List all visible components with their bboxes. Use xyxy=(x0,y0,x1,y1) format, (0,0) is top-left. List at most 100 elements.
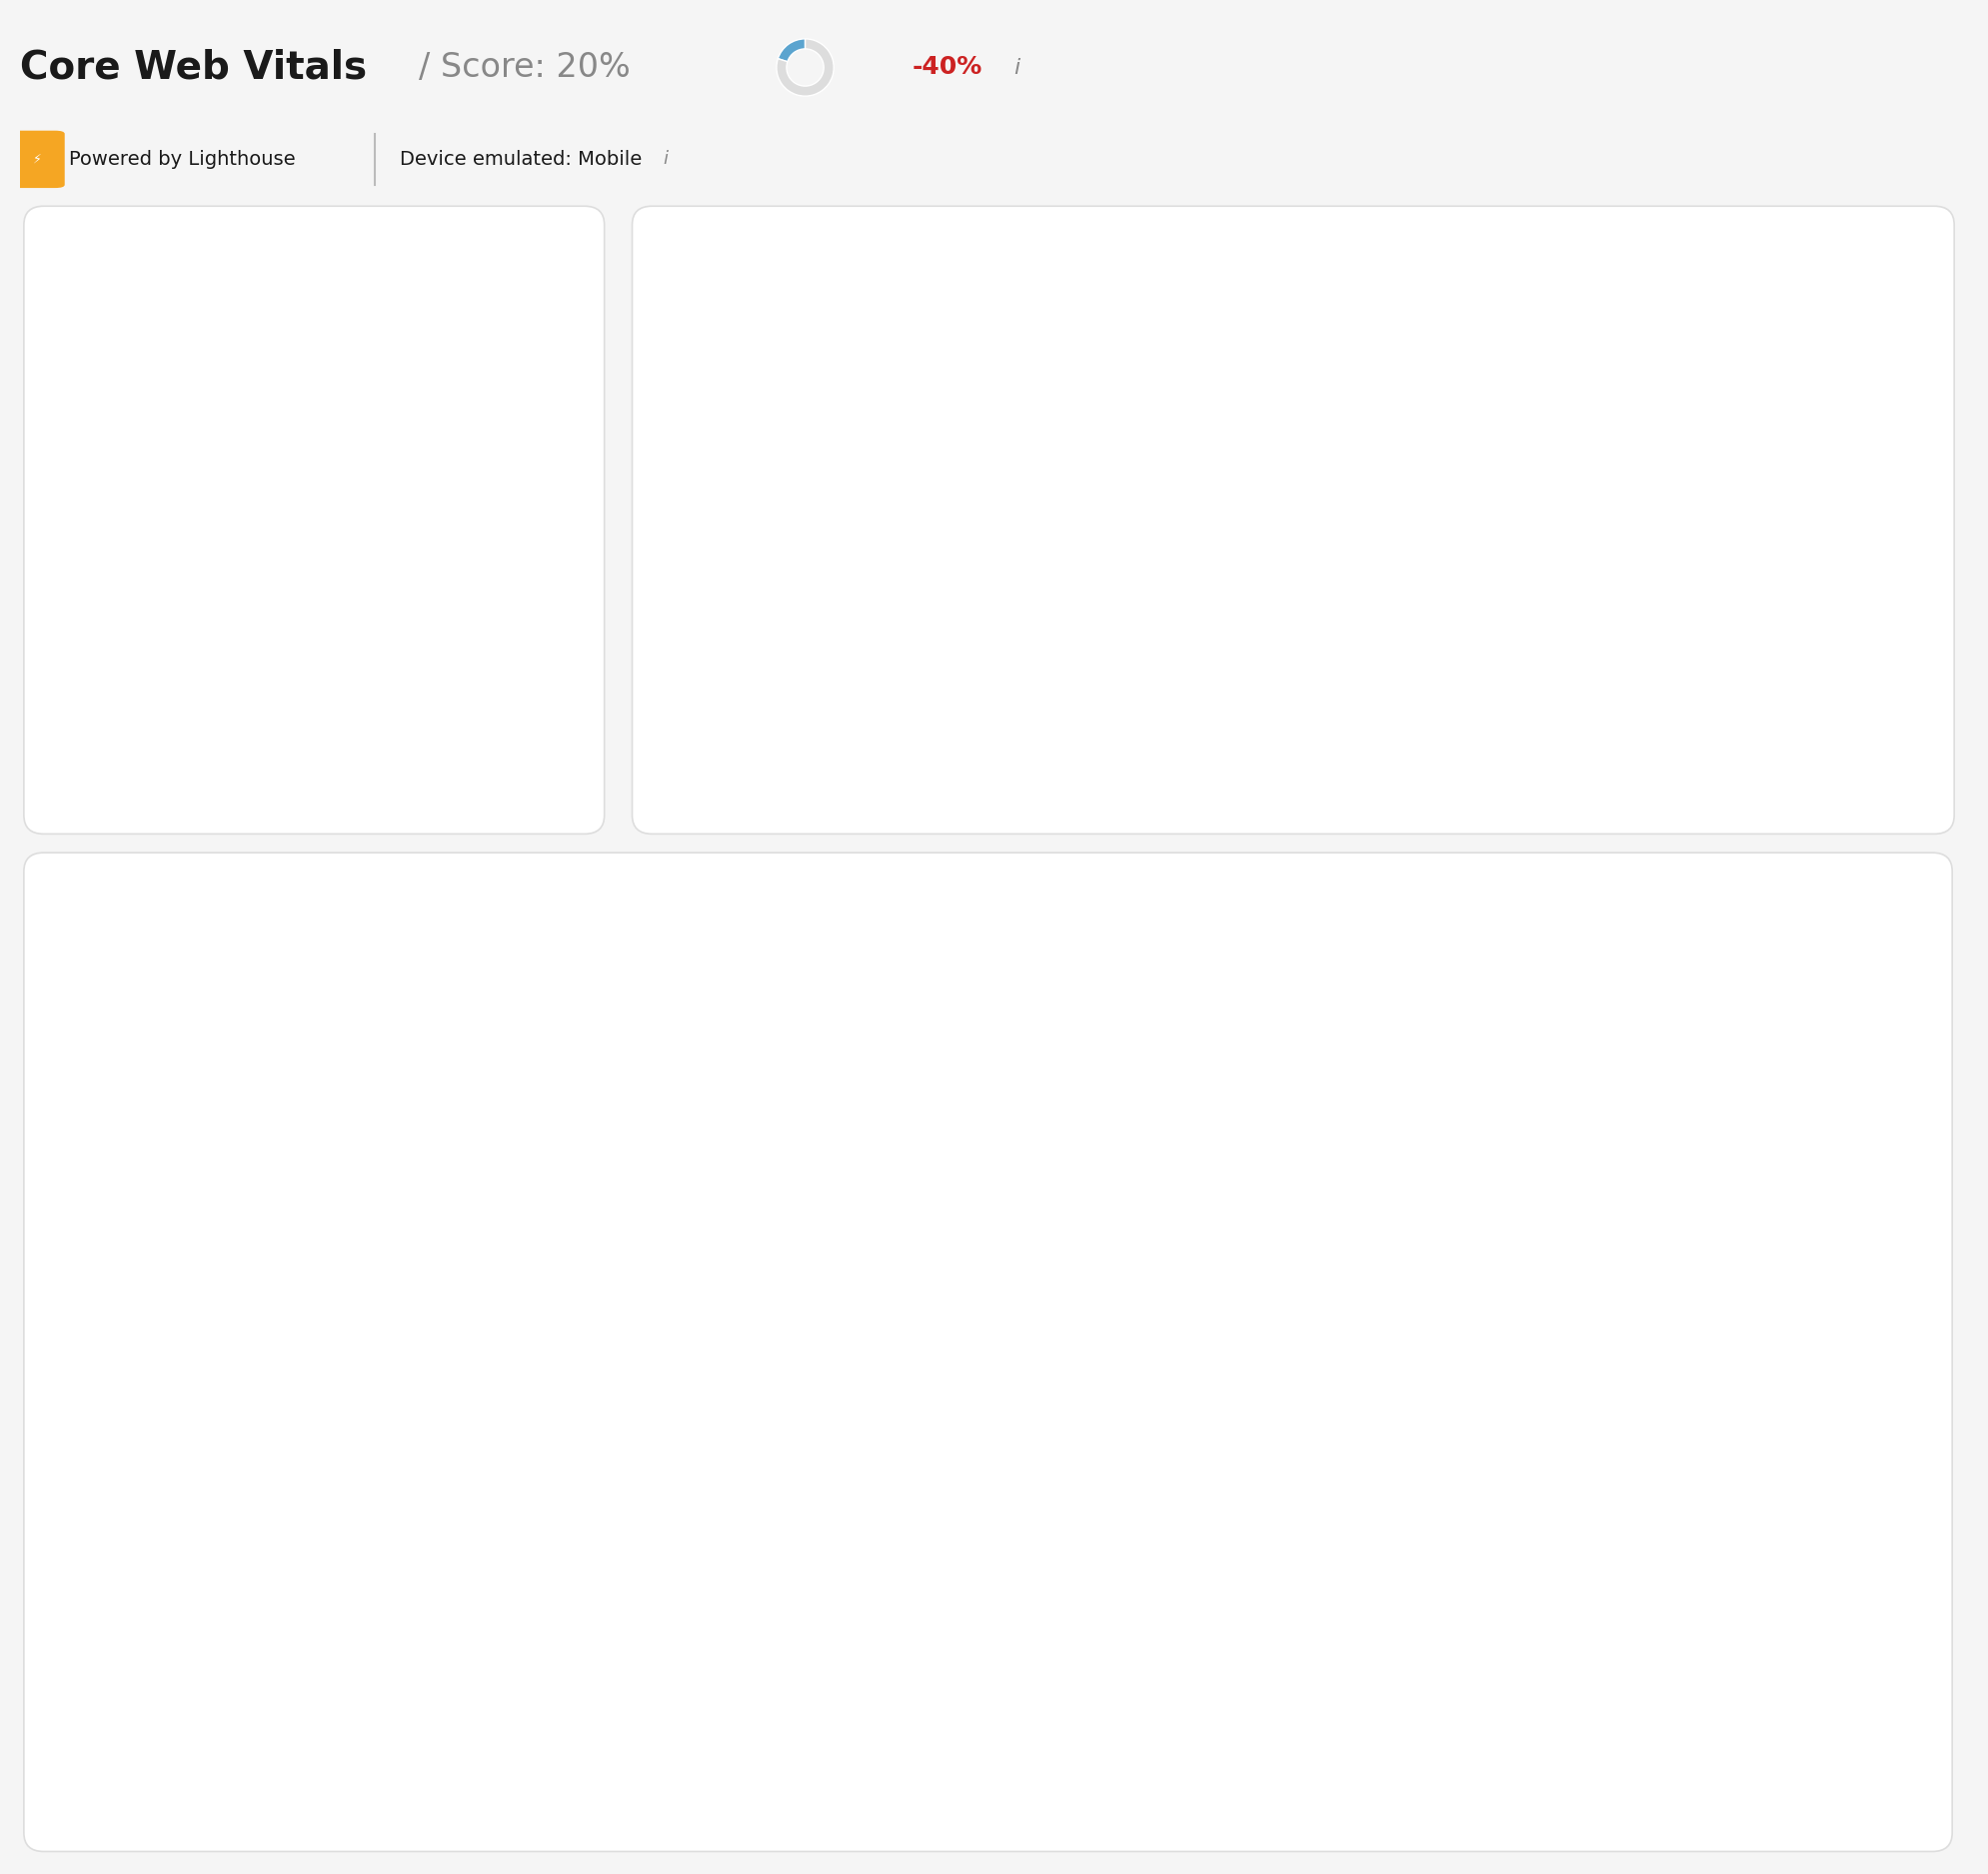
Text: n/a: n/a xyxy=(1229,313,1254,332)
Text: 0: 0 xyxy=(1889,1141,1903,1160)
Bar xyxy=(1312,680,1342,729)
Wedge shape xyxy=(1388,1031,1586,1231)
Text: To Improve: To Improve xyxy=(859,313,950,332)
Bar xyxy=(1421,729,1451,802)
Bar xyxy=(984,508,1014,692)
Text: i: i xyxy=(388,245,394,264)
Text: Poor: Poor xyxy=(1076,313,1111,332)
Text: i: i xyxy=(1014,58,1020,77)
Circle shape xyxy=(30,802,87,823)
Bar xyxy=(1604,656,1632,729)
Text: Largest Contentful Paint (LCP): Largest Contentful Paint (LCP) xyxy=(56,963,364,982)
Bar xyxy=(730,765,757,802)
Bar xyxy=(1058,692,1085,729)
Bar xyxy=(1058,729,1085,802)
Bar xyxy=(1714,581,1741,656)
Bar xyxy=(1093,740,1123,802)
Circle shape xyxy=(1606,1136,1646,1166)
Bar xyxy=(1167,729,1195,765)
Bar xyxy=(1640,656,1670,729)
Text: 1: 1 xyxy=(1254,1141,1266,1160)
Text: Top Improvements: Top Improvements xyxy=(718,1280,893,1299)
Text: -40%: -40% xyxy=(912,56,982,79)
Circle shape xyxy=(241,369,406,534)
Text: -2: -2 xyxy=(362,654,378,671)
Bar xyxy=(1167,656,1195,729)
Bar xyxy=(1495,656,1523,729)
Text: Device emulated: Mobile: Device emulated: Mobile xyxy=(400,150,642,169)
Text: 3: 3 xyxy=(1260,1400,1270,1415)
Bar xyxy=(839,692,867,765)
Text: To Improve: To Improve xyxy=(91,703,191,720)
Circle shape xyxy=(1115,319,1294,326)
Text: i: i xyxy=(1877,963,1881,982)
Wedge shape xyxy=(324,311,457,427)
Bar xyxy=(1276,692,1304,729)
Bar xyxy=(1567,729,1596,802)
Text: 2: 2 xyxy=(1254,1085,1266,1102)
Bar xyxy=(1276,729,1304,802)
Text: A breakdown of pages by their status for each of the Core Web Vitals metrics, pl: A breakdown of pages by their status for… xyxy=(56,915,891,933)
Wedge shape xyxy=(777,39,833,96)
Text: Pages: Pages xyxy=(300,472,346,487)
Bar xyxy=(1203,753,1233,802)
Bar xyxy=(1457,656,1487,729)
Bar xyxy=(1859,618,1889,656)
Bar xyxy=(984,729,1014,802)
Bar xyxy=(1022,508,1050,692)
Text: Avoid chaining critical requests: Avoid chaining critical requests xyxy=(68,1505,318,1520)
Bar xyxy=(1241,705,1268,740)
Circle shape xyxy=(30,750,87,770)
Bar xyxy=(1348,729,1378,802)
Bar xyxy=(1421,656,1451,729)
Bar xyxy=(1895,656,1924,729)
Bar xyxy=(1312,618,1342,680)
Text: n/a: n/a xyxy=(1006,1201,1034,1220)
Text: 5: 5 xyxy=(312,424,334,452)
Bar xyxy=(1749,594,1779,656)
Circle shape xyxy=(30,652,87,673)
Bar xyxy=(1167,618,1195,656)
FancyBboxPatch shape xyxy=(10,131,66,187)
Text: 5: 5 xyxy=(1889,1027,1903,1046)
Text: Core Web Vitals: Core Web Vitals xyxy=(20,49,368,86)
Text: n/a: n/a xyxy=(358,1201,384,1220)
Bar xyxy=(1386,656,1413,729)
Text: Good: Good xyxy=(694,313,738,332)
Text: +1: +1 xyxy=(362,703,386,720)
Bar xyxy=(948,729,976,802)
Text: 1: 1 xyxy=(529,654,541,671)
Bar xyxy=(1823,618,1851,656)
Bar xyxy=(1823,729,1851,802)
Bar xyxy=(1241,632,1268,705)
Bar xyxy=(875,753,905,802)
Text: To Improve: To Improve xyxy=(1006,1085,1103,1102)
Text: 0: 0 xyxy=(1254,1201,1266,1220)
Text: Affected Pages: Affected Pages xyxy=(1740,1280,1881,1299)
Bar xyxy=(1749,729,1779,802)
Text: Page Status: Page Status xyxy=(72,244,241,266)
Bar xyxy=(730,508,757,656)
Bar xyxy=(765,765,795,802)
Bar xyxy=(1531,729,1561,802)
Circle shape xyxy=(964,319,1141,326)
Circle shape xyxy=(582,319,759,326)
Text: Good: Good xyxy=(1656,1027,1702,1046)
Bar xyxy=(1785,607,1815,656)
Text: i: i xyxy=(1187,963,1191,982)
Bar xyxy=(875,532,905,692)
Circle shape xyxy=(304,1021,346,1051)
Bar xyxy=(839,765,867,802)
Bar xyxy=(948,508,976,692)
Text: ⚡: ⚡ xyxy=(34,154,42,165)
Bar xyxy=(948,692,976,729)
Text: Remove Unused JavaScript: Remove Unused JavaScript xyxy=(68,1400,284,1415)
Text: 0: 0 xyxy=(1889,1085,1903,1102)
Text: ⇅: ⇅ xyxy=(1274,1280,1288,1299)
Bar xyxy=(1093,557,1123,705)
Text: 3: 3 xyxy=(529,703,541,720)
Text: Affected Pages: Affected Pages xyxy=(1099,1280,1241,1299)
Circle shape xyxy=(954,1136,996,1166)
Bar xyxy=(1676,594,1706,656)
Text: 1: 1 xyxy=(529,750,541,768)
